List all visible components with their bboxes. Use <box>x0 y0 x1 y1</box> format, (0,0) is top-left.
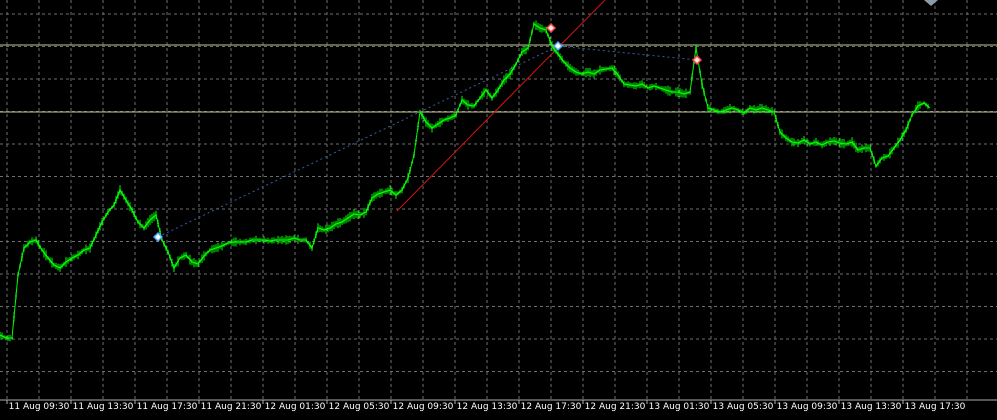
trendlines <box>157 0 698 238</box>
x-axis-tick-label: 13 Aug 09:30 <box>777 402 838 412</box>
x-axis-tick-label: 12 Aug 01:30 <box>265 402 326 412</box>
buy-entry-marker[interactable] <box>552 40 564 52</box>
x-axis-tick-label: 11 Aug 17:30 <box>137 402 198 412</box>
x-axis-tick-label: 12 Aug 17:30 <box>521 402 582 412</box>
buy-entry-marker[interactable] <box>152 231 164 243</box>
x-axis-tick-label: 11 Aug 21:30 <box>201 402 262 412</box>
x-axis-tick-label: 11 Aug 13:30 <box>73 402 134 412</box>
x-axis-tick-label: 12 Aug 05:30 <box>329 402 390 412</box>
x-axis-tick-label: 12 Aug 09:30 <box>393 402 454 412</box>
horizontal-lines <box>0 44 997 113</box>
trade-link-line[interactable] <box>157 45 559 238</box>
x-axis-tick-label: 11 Aug 09:30 <box>9 402 70 412</box>
x-axis-tick-label: 13 Aug 01:30 <box>649 402 710 412</box>
sell-exit-marker[interactable] <box>545 22 557 34</box>
x-axis-tick-label: 13 Aug 13:30 <box>841 402 902 412</box>
price-series <box>0 20 931 342</box>
x-axis: 11 Aug 09:30 11 Aug 13:30 11 Aug 17:30 11 A… <box>0 399 997 412</box>
price-line <box>0 23 931 339</box>
scroll-shift-icon[interactable] <box>924 0 938 6</box>
x-axis-tick-label: 12 Aug 13:30 <box>457 402 518 412</box>
x-axis-tick-label: 13 Aug 17:30 <box>905 402 966 412</box>
x-axis-tick-label: 13 Aug 05:30 <box>713 402 774 412</box>
trade-markers <box>152 22 703 243</box>
sell-exit-marker[interactable] <box>691 54 703 66</box>
trade-link-line[interactable] <box>557 45 698 61</box>
x-axis-tick-label: 12 Aug 21:30 <box>585 402 646 412</box>
trendline[interactable] <box>396 0 606 212</box>
grid-layer <box>0 0 997 400</box>
